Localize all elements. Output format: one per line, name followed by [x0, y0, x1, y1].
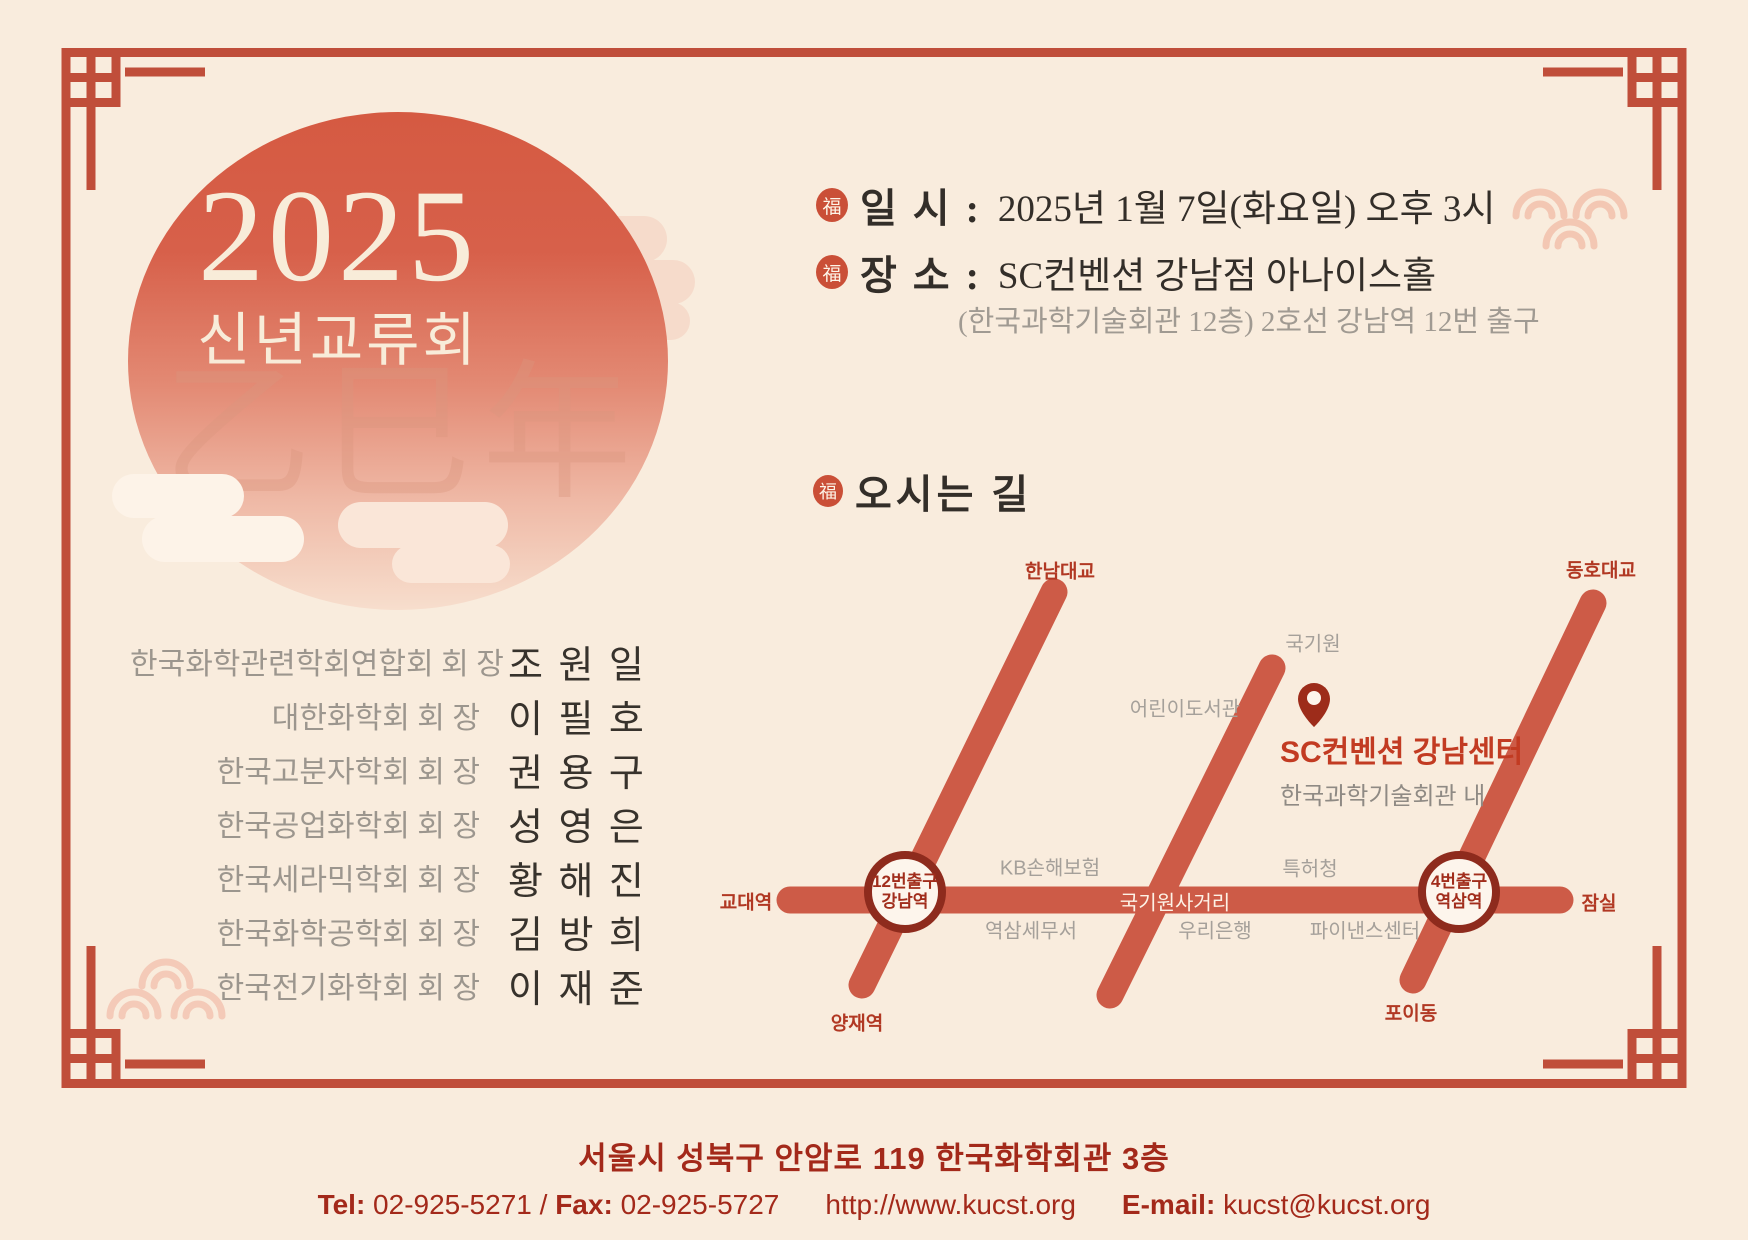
station-name: 강남역 — [881, 892, 929, 911]
cloud-shape — [338, 502, 508, 548]
fax-number: 02-925-5727 — [620, 1189, 780, 1220]
station-yeoksam: 4번출구 역삼역 — [1418, 851, 1500, 933]
map-label-finance: 파이낸스센터 — [1309, 920, 1421, 943]
chair-row: 한국고분자학회 회 장 권 용 구 — [130, 742, 660, 796]
cloud-shape — [142, 516, 304, 562]
map-label-dongho: 동호대교 — [1566, 560, 1636, 582]
chair-org: 한국화학공학회 회 장 — [216, 918, 480, 951]
map-label-woori: 우리은행 — [1178, 920, 1252, 943]
chair-row: 한국공업화학회 회 장 성 영 은 — [130, 796, 660, 850]
cloud-shape — [112, 474, 244, 518]
chair-org: 한국세라믹학회 회 장 — [216, 864, 480, 897]
datetime-label: 일 시 : — [860, 186, 982, 231]
chair-org: 한국전기화학회 회 장 — [216, 972, 480, 1005]
circle-title-block: 2025 신년교류회 — [68, 170, 608, 375]
chair-org: 한국공업화학회 회 장 — [216, 810, 480, 843]
footer-tel-fax: Tel: 02-925-5271 / Fax: 02-925-5727 — [318, 1189, 780, 1221]
map-label-gukgiwon: 국기원 — [1285, 633, 1341, 656]
chair-row: 한국화학공학회 회 장 김 방 희 — [130, 904, 660, 958]
chair-name: 성 영 은 — [508, 806, 647, 849]
map-label-tax-office: 역삼세무서 — [985, 920, 1077, 943]
station-gangnam: 12번출구 강남역 — [864, 851, 946, 933]
event-datetime-row: 福 일 시 : 2025년 1월 7일(화요일) 오후 3시 — [816, 176, 1495, 234]
chair-row: 한국전기화학회 회 장 이 재 준 — [130, 958, 660, 1012]
event-title: 신년교류회 — [197, 308, 479, 373]
wave-motif-bottom-left — [106, 958, 226, 1020]
footer-url: http://www.kucst.org — [825, 1189, 1076, 1220]
station-name: 역삼역 — [1435, 892, 1483, 911]
footer-email-group: E-mail: kucst@kucst.org — [1122, 1189, 1431, 1221]
footer-address: 서울시 성북구 안암로 119 한국화학회관 3층 — [578, 1141, 1170, 1176]
cloud-shape — [392, 545, 510, 583]
venue-sub: 한국과학기술회관 내 — [1280, 783, 1486, 810]
chair-org: 대한화학회 회 장 — [271, 702, 480, 735]
email-label: E-mail: — [1121, 1189, 1216, 1220]
wave-motif-top-right — [1512, 188, 1628, 250]
chair-name: 황 해 진 — [508, 860, 647, 903]
tel-label: Tel: — [317, 1189, 366, 1220]
venue-callout: SC컨벤션 강남센터 한국과학기술회관 내 — [1280, 727, 1523, 811]
directions-heading-row: 福 오시는 길 — [813, 462, 1032, 520]
fax-label: Fax: — [555, 1189, 613, 1220]
footer-contact: Tel: 02-925-5271 / Fax: 02-925-5727 http… — [0, 1189, 1748, 1221]
email-address: kucst@kucst.org — [1223, 1189, 1431, 1220]
road-gukgiwon — [1096, 654, 1286, 1009]
map-label-yangjae: 양재역 — [830, 1013, 884, 1035]
chair-name: 이 재 준 — [508, 968, 647, 1011]
tel-fax-separator: / — [539, 1189, 548, 1220]
chair-org: 한국화학관련학회연합회 회 장 — [130, 648, 504, 681]
chair-name: 조 원 일 — [508, 644, 647, 687]
fu-badge-icon: 福 — [816, 188, 848, 222]
map-label-children-library: 어린이도서관 — [1129, 698, 1241, 721]
directions-heading: 오시는 길 — [855, 472, 1033, 517]
location-pin-icon — [1298, 683, 1330, 727]
chairs-list: 한국화학관련학회연합회 회 장 조 원 일 대한화학회 회 장 이 필 호 한국… — [130, 634, 660, 1012]
chair-name: 권 용 구 — [508, 752, 647, 795]
venue-name: SC컨벤션 강남센터 — [1280, 736, 1524, 769]
chair-row: 한국세라믹학회 회 장 황 해 진 — [130, 850, 660, 904]
venue-label: 장 소 : — [860, 253, 982, 298]
chair-row: 한국화학관련학회연합회 회 장 조 원 일 — [130, 634, 660, 688]
map-label-poi: 포이동 — [1384, 1003, 1438, 1025]
datetime-value: 2025년 1월 7일(화요일) 오후 3시 — [997, 189, 1496, 230]
chair-name: 이 필 호 — [508, 698, 647, 741]
map-label-crossroad: 국기원사거리 — [1119, 892, 1231, 915]
event-venue-row: 福 장 소 : SC컨벤션 강남점 아나이스홀 — [816, 243, 1436, 301]
station-exit: 12번출구 — [872, 871, 938, 891]
venue-value: SC컨벤션 강남점 아나이스홀 — [997, 256, 1437, 297]
chair-name: 김 방 희 — [508, 914, 647, 957]
station-exit: 4번출구 — [1430, 871, 1488, 891]
map-label-gyodae: 교대역 — [719, 892, 773, 914]
year-text: 2025 — [198, 162, 478, 309]
chair-org: 한국고분자학회 회 장 — [216, 756, 480, 789]
venue-note: (한국과학기술회관 12층) 2호선 강남역 12번 출구 — [958, 306, 1540, 338]
chair-row: 대한화학회 회 장 이 필 호 — [130, 688, 660, 742]
tel-number: 02-925-5271 — [373, 1189, 532, 1220]
fu-badge-icon: 福 — [816, 255, 848, 289]
map-label-kb: KB손해보험 — [999, 857, 1101, 880]
map-label-patent: 특허청 — [1282, 858, 1338, 881]
map-label-hannam: 한남대교 — [1025, 561, 1095, 583]
fu-badge-icon: 福 — [813, 475, 843, 507]
map-label-jamsil: 잠실 — [1581, 893, 1617, 915]
